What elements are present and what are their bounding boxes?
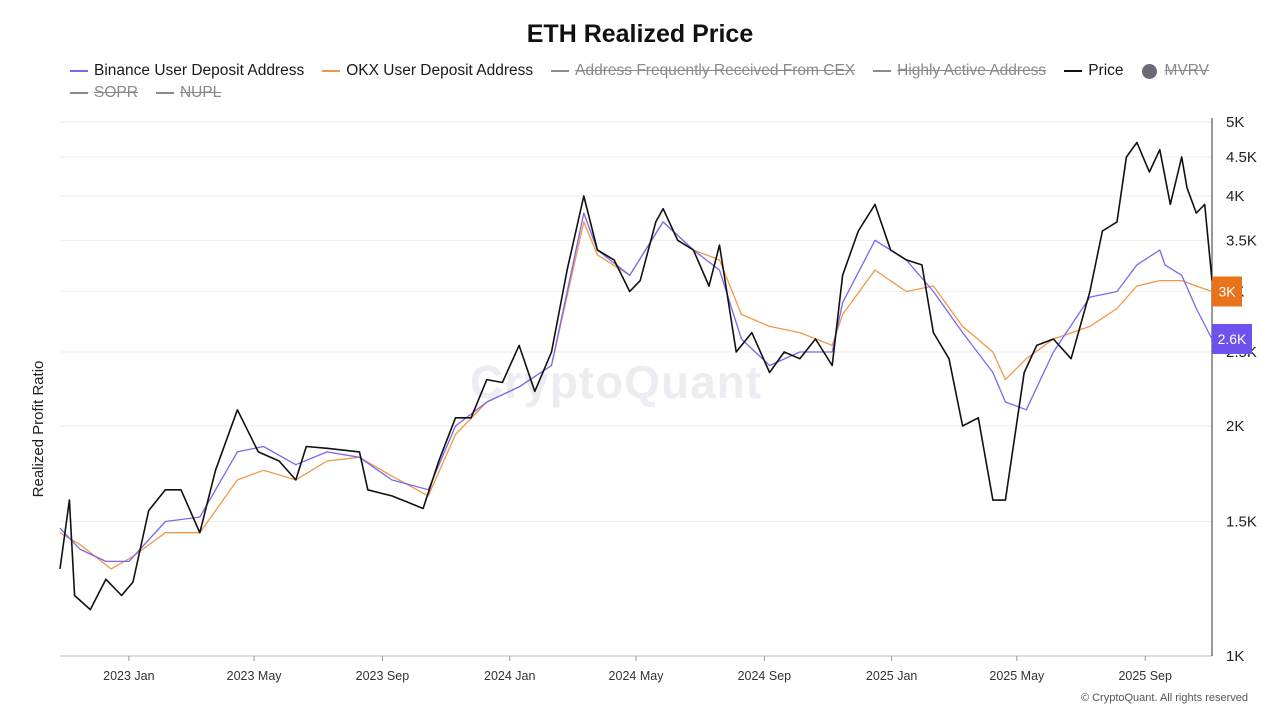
legend-swatch (70, 70, 88, 72)
y-tick-label: 5K (1226, 114, 1244, 131)
legend-item-mvrv[interactable]: MVRV (1141, 62, 1210, 80)
legend-item-nupl[interactable]: NUPL (155, 84, 222, 102)
y-tick-label: 1K (1226, 648, 1244, 665)
legend-label: NUPL (179, 84, 222, 101)
legend-swatch (1064, 70, 1083, 72)
y-tick-label: 1.5K (1226, 513, 1257, 530)
series-line-okx-user-deposit-address (59, 221, 1213, 570)
x-tick-label: 2023 Sep (356, 669, 410, 683)
last-value-label: 3K (1218, 283, 1236, 299)
legend-item-sopr[interactable]: SOPR (70, 84, 138, 102)
y-tick-label: 4K (1226, 188, 1244, 205)
x-tick-label: 2025 May (989, 669, 1045, 683)
y-axis-label: Realized Profit Ratio (30, 361, 47, 498)
x-tick-label: 2023 Jan (103, 669, 154, 683)
series-line-price (59, 141, 1213, 611)
x-tick-label: 2024 Sep (738, 669, 792, 683)
series-line-binance-user-deposit-address (59, 212, 1213, 563)
legend-item-address-frequently-received-from-cex[interactable]: Address Frequently Received From CEX (551, 62, 855, 80)
legend-swatch (1141, 63, 1157, 79)
legend-label: Address Frequently Received From CEX (575, 62, 856, 79)
legend-swatch (322, 70, 341, 72)
legend-label: SOPR (94, 84, 138, 101)
legend-item-price[interactable]: Price (1064, 62, 1124, 80)
y-tick-label: 4.5K (1226, 149, 1257, 166)
y-tick-label: 2K (1226, 418, 1244, 435)
legend-item-binance-user-deposit-address[interactable]: Binance User Deposit Address (70, 62, 304, 80)
x-tick-label: 2024 Jan (484, 669, 535, 683)
last-value-badge (1212, 276, 1242, 307)
legend-swatch (70, 92, 88, 94)
watermark: CryptoQuant (470, 356, 763, 408)
legend-item-okx-user-deposit-address[interactable]: OKX User Deposit Address (322, 62, 533, 80)
x-tick-label: 2025 Sep (1118, 669, 1172, 683)
x-tick-label: 2025 Jan (866, 669, 917, 683)
y-tick-label: 3.5K (1226, 232, 1257, 249)
legend-label: MVRV (1164, 62, 1210, 79)
legend-swatch (873, 70, 892, 72)
x-tick-label: 2024 May (609, 669, 665, 683)
x-tick-label: 2023 May (227, 669, 283, 683)
legend-swatch (155, 92, 174, 94)
copyright-notice: © CryptoQuant. All rights reserved (1080, 692, 1248, 704)
legend-item-highly-active-address[interactable]: Highly Active Address (873, 62, 1046, 80)
legend-label: Price (1088, 62, 1124, 79)
last-value-badge (1212, 323, 1252, 354)
legend: Binance User Deposit Address OKX User Dep… (70, 62, 1227, 80)
last-value-label: 2.6K (1218, 331, 1247, 347)
legend-label: Binance User Deposit Address (94, 62, 305, 79)
legend-swatch (551, 70, 570, 72)
legend-label: Highly Active Address (897, 62, 1047, 79)
legend-label: OKX User Deposit Address (346, 62, 534, 79)
chart-title: ETH Realized Price (526, 20, 754, 48)
legend-row-2: SOPR NUPL (70, 84, 239, 102)
